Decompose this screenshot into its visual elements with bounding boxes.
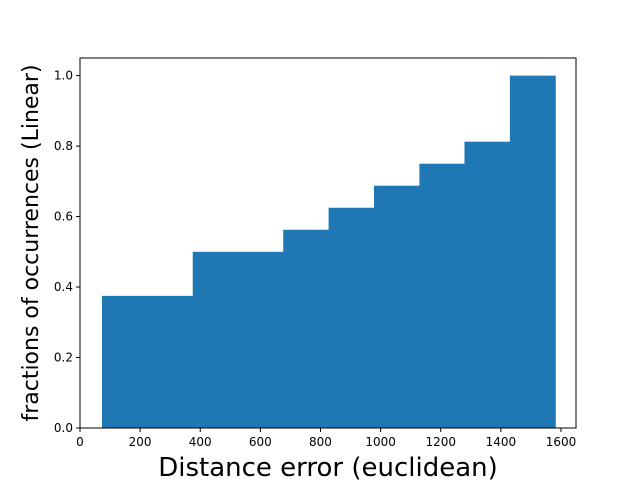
x-tick-label-6: 1200: [425, 435, 456, 449]
x-tick-label-3: 600: [249, 435, 272, 449]
x-ticks-group: 0 200 400 600 800 1000 1200 1400 1600: [76, 428, 576, 449]
y-tick-label-5: 1.0: [54, 69, 73, 83]
y-tick-label-2: 0.4: [54, 280, 73, 294]
x-tick-label-1: 200: [129, 435, 152, 449]
plot-frame: [79, 57, 577, 429]
x-tick-label-0: 0: [76, 435, 84, 449]
bar-7: [509, 75, 556, 428]
x-tick-label-8: 1600: [546, 435, 577, 449]
bar-6: [464, 141, 511, 428]
bar-4: [373, 185, 420, 428]
y-tick-label-4: 0.8: [54, 139, 73, 153]
bar-0: [101, 295, 194, 428]
y-tick-label-3: 0.6: [54, 210, 73, 224]
y-tick-label-1: 0.2: [54, 351, 73, 365]
x-tick-label-5: 1000: [365, 435, 396, 449]
bar-1: [192, 251, 284, 428]
y-tick-label-0: 0.0: [54, 421, 73, 435]
x-tick-label-7: 1400: [486, 435, 517, 449]
bars-group: [101, 75, 556, 428]
x-axis-label: Distance error (euclidean): [158, 453, 498, 480]
y-ticks-group: 0.0 0.2 0.4 0.6 0.8 1.0: [54, 69, 80, 435]
x-tick-label-2: 400: [189, 435, 212, 449]
bar-2: [283, 229, 330, 428]
bar-3: [328, 207, 375, 428]
x-tick-label-4: 800: [309, 435, 332, 449]
y-axis-label: fractions of occurrences (Linear): [19, 64, 44, 421]
bar-5: [419, 163, 465, 428]
